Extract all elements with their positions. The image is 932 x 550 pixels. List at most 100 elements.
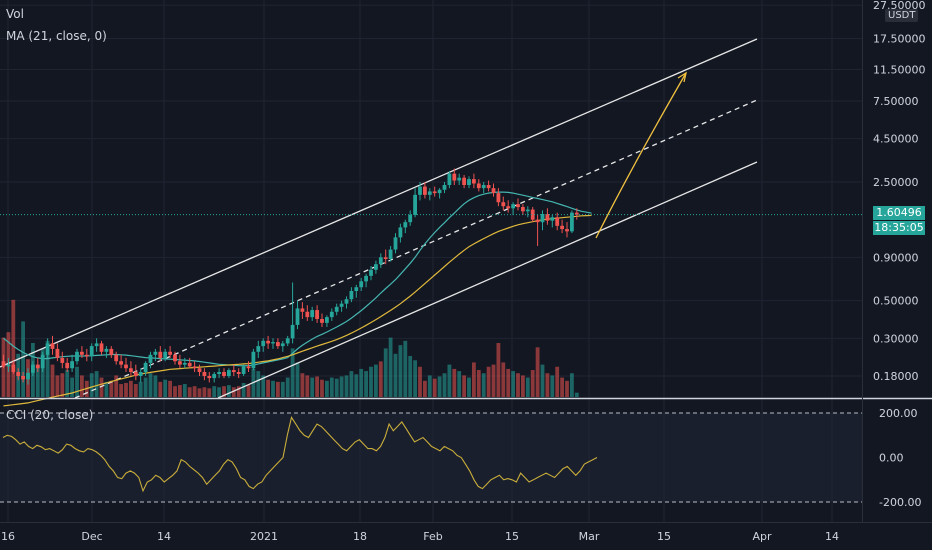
volume-bar <box>212 386 217 397</box>
time-tick-label: Apr <box>752 530 772 543</box>
time-tick-label: 14 <box>825 530 839 543</box>
volume-bar <box>50 364 55 397</box>
candle-body <box>163 351 168 358</box>
volume-bar <box>462 375 466 397</box>
time-axis-labels: 16 Dec 14 2021 18 Feb 15 Mar 15 Apr 14 <box>1 530 839 543</box>
volume-bar <box>246 385 251 397</box>
candles <box>1 168 579 385</box>
volume-bar <box>236 386 241 397</box>
volume-bar <box>334 378 339 397</box>
candle-body <box>525 209 530 212</box>
cci-indicator-label[interactable]: CCI (20, close) <box>6 408 94 422</box>
candle-body <box>364 275 368 282</box>
volume-bar <box>325 380 329 397</box>
volume-bar <box>227 385 231 397</box>
cci-tick-label: 0.00 <box>879 452 904 465</box>
candle-body <box>148 354 153 363</box>
volume-bar <box>143 377 148 397</box>
candle-body <box>178 361 182 365</box>
candle-body <box>481 185 486 189</box>
candle-body <box>560 225 564 230</box>
candle-body <box>276 342 280 347</box>
candle-body <box>408 214 413 223</box>
candle-body <box>432 191 437 194</box>
price-tick-label: 4.50000 <box>873 133 919 146</box>
candle-body <box>222 372 226 376</box>
candle-body <box>26 372 30 380</box>
time-tick-label: 16 <box>1 530 15 543</box>
projection-path <box>595 72 687 239</box>
volume-bar <box>182 384 187 397</box>
price-tick-label: 2.50000 <box>873 176 919 189</box>
candle-body <box>452 173 457 181</box>
candle-body <box>398 227 403 238</box>
candle-body <box>129 368 133 373</box>
volume-bar <box>295 362 300 397</box>
candle-body <box>540 213 545 223</box>
volume-bar <box>413 360 417 397</box>
projection-arrow <box>595 71 687 239</box>
candle-body <box>99 343 104 352</box>
candle-body <box>535 219 540 223</box>
candle-body <box>378 257 383 265</box>
candle-body <box>530 209 535 220</box>
candle-body <box>285 338 290 344</box>
volume-bar <box>207 388 212 397</box>
candle-body <box>236 372 241 374</box>
volume-bar <box>133 384 138 397</box>
candle-body <box>511 204 515 209</box>
volume-bar <box>467 377 471 397</box>
volume-bar <box>94 371 99 397</box>
time-tick-label: Mar <box>579 530 600 543</box>
candle-body <box>423 186 427 195</box>
volume-bar <box>261 375 266 397</box>
ma-indicator-label[interactable]: MA (21, close, 0) <box>6 29 107 43</box>
volume-bar <box>285 377 290 397</box>
volume-bar <box>511 371 515 397</box>
candle-body <box>231 370 236 373</box>
volume-bar <box>173 386 177 397</box>
volume-bar <box>472 362 476 397</box>
candle-body <box>16 372 21 376</box>
volume-bar <box>516 373 520 397</box>
volume-bar <box>349 371 354 397</box>
volume-bar <box>192 386 197 397</box>
candle-body <box>227 370 231 376</box>
price-tick-label: 11.50000 <box>873 63 926 76</box>
volume-bar <box>104 381 109 397</box>
candle-body <box>60 357 65 363</box>
volume-bar <box>491 364 496 397</box>
time-tick-label: 2021 <box>250 530 278 543</box>
volume-bar <box>80 375 84 397</box>
currency-badge[interactable]: USDT <box>885 9 919 22</box>
volume-bar <box>423 380 427 397</box>
candle-body <box>457 177 462 181</box>
candle-body <box>295 308 300 325</box>
volume-bar <box>60 373 65 397</box>
candle-body <box>354 287 359 292</box>
volume-bar <box>21 321 25 397</box>
candle-body <box>334 306 339 312</box>
volume-bar <box>506 368 511 397</box>
candle-body <box>574 212 579 215</box>
volume-bar <box>457 371 462 397</box>
candle-body <box>344 299 349 304</box>
candle-body <box>320 318 324 323</box>
volume-bar <box>550 375 555 397</box>
volume-bar <box>339 376 344 397</box>
candle-body <box>84 354 89 357</box>
volume-bar <box>222 386 226 397</box>
volume-bar <box>40 348 45 397</box>
candle-body <box>315 310 319 319</box>
volume-bar <box>452 368 457 397</box>
candle-body <box>290 324 295 339</box>
volume-bar <box>109 380 114 397</box>
volume-bar <box>574 392 579 397</box>
volume-bar <box>369 366 373 397</box>
volume-indicator-label[interactable]: Vol <box>6 7 24 21</box>
candle-body <box>339 303 344 307</box>
volume-bar <box>187 387 192 397</box>
candle-body <box>251 351 256 369</box>
